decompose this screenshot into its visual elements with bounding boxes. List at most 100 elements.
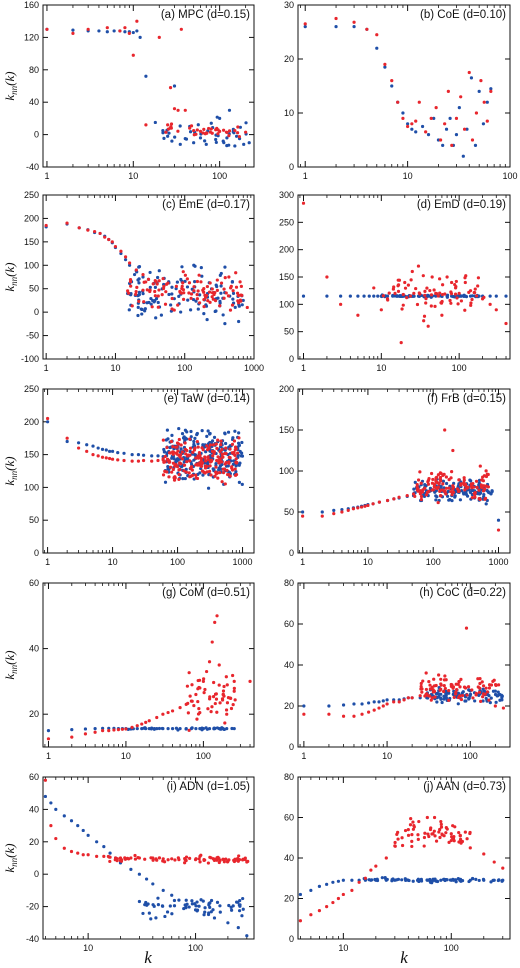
red-point	[199, 280, 203, 284]
blue-point	[412, 294, 416, 298]
blue-point	[367, 878, 371, 882]
points-layer	[44, 221, 249, 326]
blue-point	[241, 298, 245, 303]
blue-point	[164, 438, 168, 442]
red-point	[385, 702, 389, 706]
red-point	[416, 264, 421, 268]
blue-point	[442, 694, 446, 698]
y-tick-label: 200	[24, 213, 39, 223]
red-point	[221, 857, 225, 862]
red-point	[428, 288, 432, 293]
y-tick-label: 100	[279, 466, 294, 476]
red-point	[454, 116, 459, 120]
red-point	[157, 856, 162, 860]
blue-point	[227, 903, 231, 908]
blue-point	[470, 294, 475, 298]
red-point	[218, 450, 222, 454]
red-point	[479, 483, 483, 487]
x-tick-label: 10	[121, 751, 131, 761]
red-point	[438, 835, 442, 840]
blue-point	[198, 136, 203, 140]
red-point	[161, 473, 166, 477]
red-point	[422, 844, 426, 848]
red-point	[411, 827, 415, 831]
red-point	[356, 506, 360, 510]
red-point	[170, 857, 174, 861]
blue-point	[233, 305, 237, 309]
red-point	[200, 462, 204, 466]
red-point	[476, 276, 481, 280]
red-point	[419, 494, 424, 499]
red-point	[458, 837, 463, 841]
blue-point	[360, 702, 364, 706]
red-point	[161, 276, 165, 281]
red-point	[171, 467, 175, 472]
red-point	[188, 446, 193, 450]
red-point	[192, 128, 196, 133]
blue-point	[200, 274, 204, 278]
red-point	[399, 341, 403, 345]
blue-point	[166, 465, 170, 469]
y-tick-label: 250	[279, 217, 294, 227]
blue-point	[141, 453, 146, 457]
y-tick-label: 20	[284, 54, 294, 64]
red-point	[231, 673, 235, 678]
blue-point	[240, 914, 244, 918]
blue-point	[147, 300, 151, 305]
red-point	[208, 300, 212, 304]
y-tick-label: 40	[29, 97, 39, 107]
red-point	[178, 289, 182, 294]
red-point	[184, 470, 188, 474]
red-point	[387, 291, 391, 295]
y-tick-label: 0	[289, 354, 294, 364]
blue-point	[203, 910, 207, 914]
blue-point	[240, 303, 244, 307]
blue-point	[241, 907, 245, 911]
red-point	[478, 676, 482, 681]
panel-8: 1 10 100 0 20 40 60 80 (h) CoC (d=0.22)	[284, 578, 511, 761]
red-point	[424, 692, 428, 697]
red-point	[317, 909, 322, 913]
blue-point	[200, 726, 204, 730]
y-tick-label: 80	[284, 772, 294, 782]
blue-point	[434, 498, 438, 502]
blue-point	[352, 702, 356, 706]
red-point	[474, 294, 479, 298]
red-point	[225, 130, 229, 135]
red-point	[196, 445, 200, 449]
red-point	[170, 296, 174, 301]
y-tick-label: 120	[24, 32, 39, 42]
red-point	[134, 289, 138, 294]
red-point	[110, 457, 115, 461]
blue-point	[494, 700, 498, 704]
blue-point	[190, 902, 194, 906]
y-tick-label: 0	[34, 130, 39, 140]
red-point	[470, 496, 474, 500]
red-point	[224, 291, 228, 295]
red-point	[227, 275, 231, 279]
red-point	[195, 128, 199, 132]
red-point	[426, 482, 431, 486]
red-point	[211, 443, 216, 447]
red-point	[341, 892, 345, 897]
red-point	[410, 844, 414, 849]
blue-point	[167, 131, 171, 135]
panel-title: (g) CoM (d=0.51)	[162, 587, 250, 599]
y-tick-label: 200	[279, 384, 294, 394]
red-point	[239, 284, 243, 288]
red-point	[166, 710, 170, 715]
red-point	[185, 454, 190, 458]
blue-point	[149, 727, 153, 731]
blue-point	[214, 140, 218, 145]
blue-point	[208, 905, 212, 909]
y-tick-label: 80	[29, 65, 39, 75]
panel-title: (a) MPC (d=0.15)	[161, 9, 250, 21]
red-point	[302, 712, 306, 716]
red-point	[185, 460, 189, 464]
red-point	[43, 778, 47, 782]
red-point	[420, 690, 424, 694]
red-point	[419, 684, 423, 689]
blue-point	[453, 494, 457, 498]
blue-point	[376, 294, 380, 298]
blue-point	[489, 491, 493, 496]
